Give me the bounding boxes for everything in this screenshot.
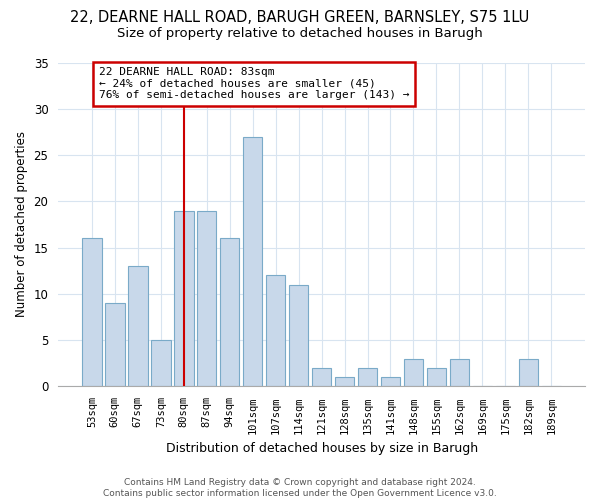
Y-axis label: Number of detached properties: Number of detached properties <box>15 132 28 318</box>
Bar <box>82 238 101 386</box>
Bar <box>358 368 377 386</box>
Bar <box>381 377 400 386</box>
Bar <box>312 368 331 386</box>
X-axis label: Distribution of detached houses by size in Barugh: Distribution of detached houses by size … <box>166 442 478 455</box>
Text: Size of property relative to detached houses in Barugh: Size of property relative to detached ho… <box>117 28 483 40</box>
Bar <box>289 284 308 386</box>
Text: 22, DEARNE HALL ROAD, BARUGH GREEN, BARNSLEY, S75 1LU: 22, DEARNE HALL ROAD, BARUGH GREEN, BARN… <box>70 10 530 25</box>
Bar <box>174 210 194 386</box>
Bar <box>266 276 286 386</box>
Bar <box>449 358 469 386</box>
Bar <box>335 377 355 386</box>
Text: Contains HM Land Registry data © Crown copyright and database right 2024.
Contai: Contains HM Land Registry data © Crown c… <box>103 478 497 498</box>
Bar <box>243 136 262 386</box>
Bar <box>427 368 446 386</box>
Bar <box>105 303 125 386</box>
Bar <box>404 358 423 386</box>
Bar <box>518 358 538 386</box>
Bar <box>197 210 217 386</box>
Text: 22 DEARNE HALL ROAD: 83sqm
← 24% of detached houses are smaller (45)
76% of semi: 22 DEARNE HALL ROAD: 83sqm ← 24% of deta… <box>99 67 409 100</box>
Bar <box>220 238 239 386</box>
Bar <box>128 266 148 386</box>
Bar <box>151 340 170 386</box>
